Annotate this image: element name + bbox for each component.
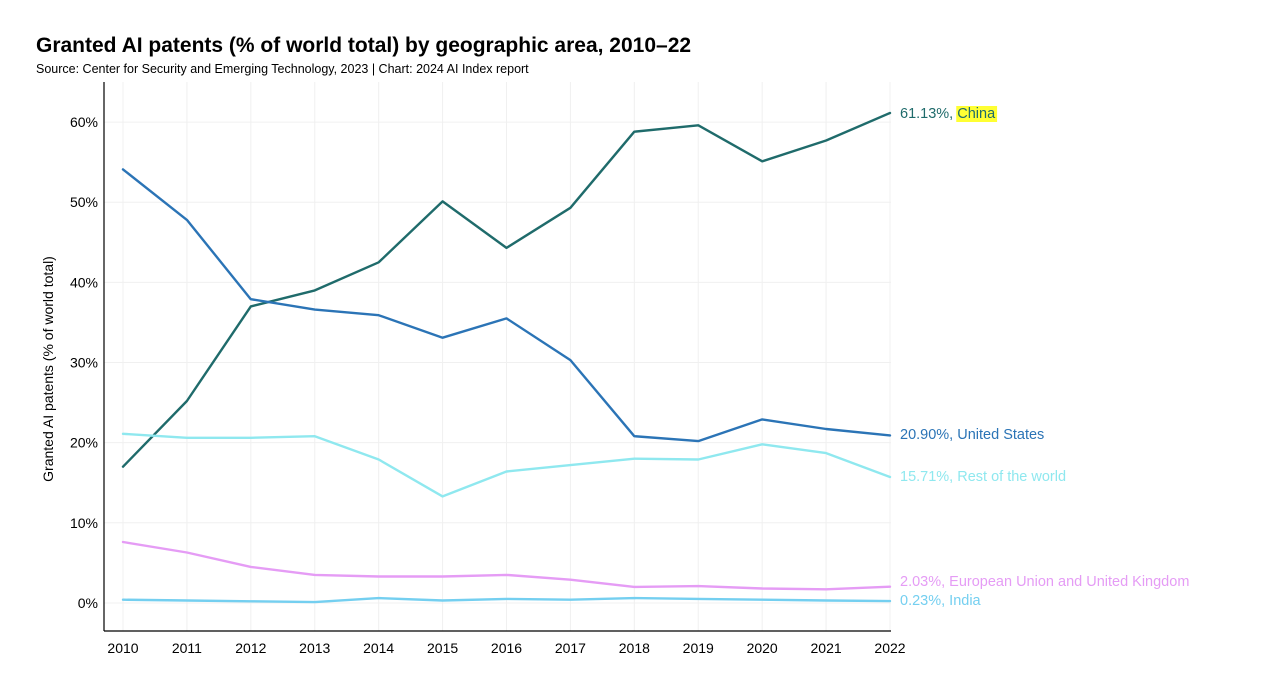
end-label-european-union-and-united-kingdom: 2.03%, European Union and United Kingdom xyxy=(900,574,1189,590)
y-tick-label: 60% xyxy=(70,114,98,130)
gridlines xyxy=(104,82,891,631)
end-label-rest-of-the-world: 15.71%, Rest of the world xyxy=(900,469,1066,485)
x-tick-label: 2022 xyxy=(874,640,905,656)
series-line-united-states xyxy=(121,168,892,443)
label-highlight xyxy=(956,106,998,122)
y-tick-label: 40% xyxy=(70,274,98,290)
x-tick-label: 2011 xyxy=(172,640,202,656)
x-tick-label: 2019 xyxy=(683,640,714,656)
end-label-china: 61.13%, China xyxy=(900,106,996,122)
y-tick-label: 50% xyxy=(70,194,98,210)
y-tick-label: 10% xyxy=(70,515,98,531)
x-tick-label: 2020 xyxy=(747,640,778,656)
x-tick-label: 2015 xyxy=(427,640,458,656)
x-tick-label: 2010 xyxy=(107,640,138,656)
series-line-china xyxy=(121,111,892,468)
x-tick-label: 2013 xyxy=(299,640,330,656)
x-tick-label: 2014 xyxy=(363,640,394,656)
axes: 2010 2011 2012 2013 2014 2015 2016 2017 2018 2019… xyxy=(70,82,906,656)
end-labels: 61.13%, China 20.90%, United States 15.71%… xyxy=(900,106,1189,609)
series-line-european-union-and-united-kingdom xyxy=(121,540,892,591)
series-lines xyxy=(121,111,892,604)
series-line-india xyxy=(121,596,892,604)
series-line-rest-of-the-world xyxy=(121,432,892,498)
x-tick-label: 2018 xyxy=(619,640,650,656)
end-label-united-states: 20.90%, United States xyxy=(900,427,1044,443)
y-tick-label: 0% xyxy=(78,595,98,611)
end-label-india: 0.23%, India xyxy=(900,593,982,609)
x-tick-label: 2012 xyxy=(235,640,266,656)
chart-title: Granted AI patents (% of world total) by… xyxy=(36,34,692,57)
chart-subtitle: Source: Center for Security and Emerging… xyxy=(36,62,529,76)
x-tick-label: 2016 xyxy=(491,640,522,656)
y-axis-label: Granted AI patents (% of world total) xyxy=(40,256,56,482)
x-tick-label: 2017 xyxy=(555,640,586,656)
y-tick-label: 30% xyxy=(70,355,98,371)
x-tick-label: 2021 xyxy=(811,640,842,656)
y-tick-label: 20% xyxy=(70,435,98,451)
